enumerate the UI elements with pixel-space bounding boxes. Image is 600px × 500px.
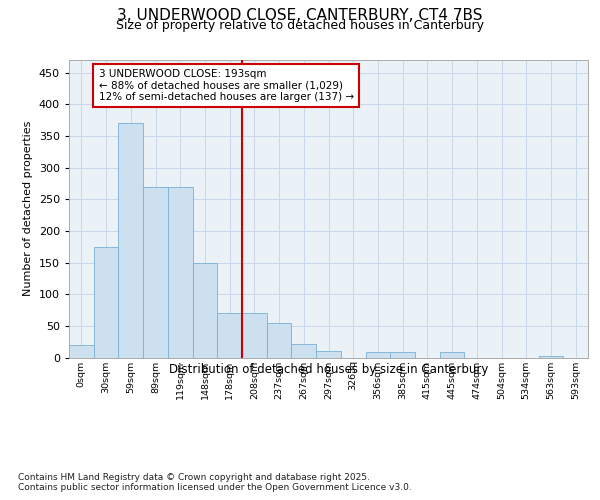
Bar [94,246,118,358]
Text: Contains HM Land Registry data © Crown copyright and database right 2025.
Contai: Contains HM Land Registry data © Crown c… [18,472,412,492]
Bar [440,352,464,358]
Text: Distribution of detached houses by size in Canterbury: Distribution of detached houses by size … [169,362,488,376]
Bar [143,186,168,358]
Bar [390,352,415,358]
Bar [365,352,390,358]
Text: 3 UNDERWOOD CLOSE: 193sqm
← 88% of detached houses are smaller (1,029)
12% of se: 3 UNDERWOOD CLOSE: 193sqm ← 88% of detac… [98,69,354,102]
Bar [292,344,316,357]
Bar [193,262,217,358]
Bar [539,356,563,358]
Bar [118,124,143,358]
Y-axis label: Number of detached properties: Number of detached properties [23,121,33,296]
Bar [217,313,242,358]
Text: 3, UNDERWOOD CLOSE, CANTERBURY, CT4 7BS: 3, UNDERWOOD CLOSE, CANTERBURY, CT4 7BS [117,8,483,22]
Bar [242,313,267,358]
Bar [267,322,292,358]
Bar [69,345,94,358]
Bar [168,186,193,358]
Bar [316,351,341,358]
Text: Size of property relative to detached houses in Canterbury: Size of property relative to detached ho… [116,19,484,32]
